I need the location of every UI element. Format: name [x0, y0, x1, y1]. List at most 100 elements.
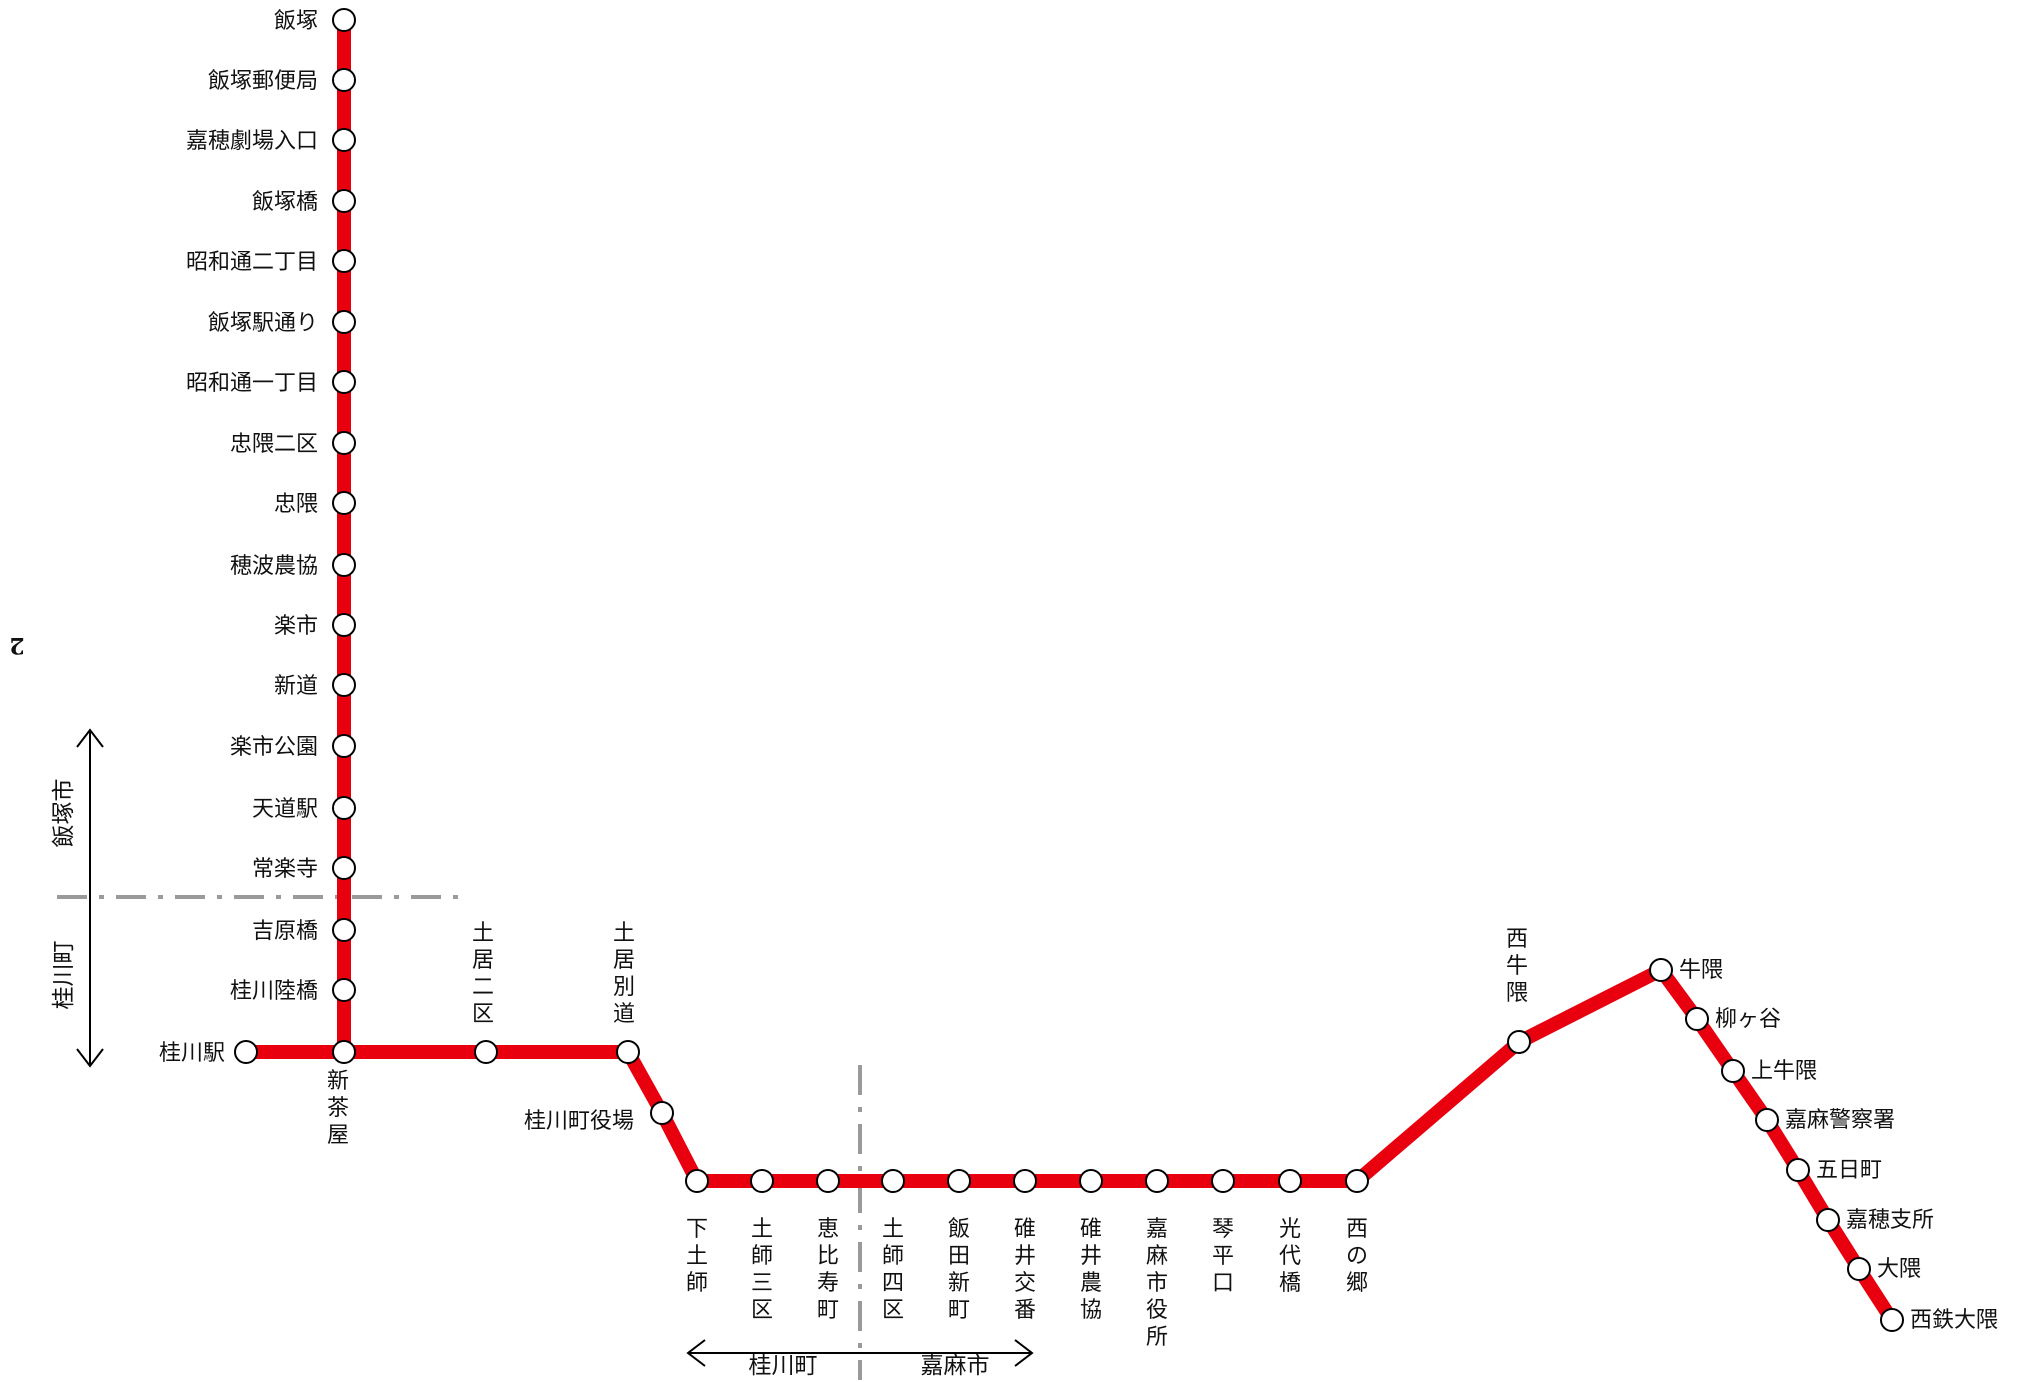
station-circle-icon: [332, 8, 356, 32]
area-label-keisen-horizontal: 桂川町: [749, 1353, 818, 1379]
area-label-iizuka: 飯塚市: [51, 779, 77, 848]
station-circle-icon: [1079, 1169, 1103, 1193]
station-mid: 桂川町役場: [524, 1101, 674, 1134]
station-label: 楽市公園: [230, 735, 318, 760]
station-circle-icon: [1685, 1007, 1709, 1031]
area-label-kama: 嘉麻市: [921, 1353, 990, 1379]
stations-east: 西牛隈 牛隈 柳ヶ谷 上牛隈 嘉麻警察署 五日町 嘉穂支所 大隈 西鉄大隈: [1506, 927, 1998, 1333]
arrowhead-left-icon: [686, 1339, 706, 1367]
station-label: 忠隈二区: [230, 432, 318, 457]
station-label: 吉原橋: [252, 919, 318, 944]
station-circle-icon: [685, 1169, 709, 1193]
route-line: [246, 20, 1899, 1327]
station-circle-icon: [332, 128, 356, 152]
station-label: 飯塚駅通り: [208, 311, 318, 336]
station-circle-icon: [332, 1040, 356, 1064]
station-label: 昭和通二丁目: [186, 250, 318, 275]
station-circle-icon: [332, 370, 356, 394]
station-label: 大隈: [1877, 1257, 1921, 1282]
boundary-lines: [57, 895, 862, 1380]
station-label: 上牛隈: [1751, 1059, 1817, 1084]
stations-upper: 土居二区 土居別道: [472, 921, 640, 1064]
station-circle-icon: [332, 734, 356, 758]
station-circle-icon: [474, 1040, 498, 1064]
station-circle-icon: [332, 491, 356, 515]
station-circle-icon: [947, 1169, 971, 1193]
station-spur-terminal: 桂川駅: [159, 1040, 258, 1066]
station-circle-icon: [332, 613, 356, 637]
arrowhead-right-icon: [1014, 1339, 1034, 1367]
station-label: 桂川駅: [159, 1041, 225, 1066]
station-label: 忠隈: [274, 492, 318, 517]
station-label: 嘉穂劇場入口: [186, 129, 318, 154]
station-circle-icon: [1786, 1158, 1810, 1182]
labels-north-branch: 飯塚 飯塚郵便局 嘉穂劇場入口 飯塚橋 昭和通二丁目 飯塚駅通り 昭和通一丁目 …: [186, 9, 318, 1004]
station-circle-icon: [1649, 958, 1673, 982]
station-label-vertical: 下土師: [686, 1217, 708, 1296]
station-circle-icon: [332, 68, 356, 92]
station-label: 飯塚: [274, 9, 318, 34]
station-label: 嘉穂支所: [1846, 1208, 1934, 1233]
stations-lower: 下土師 土師三区 恵比寿町 土師四区 飯田新町 碓井交番 碓井農協 嘉麻市役所 …: [685, 1169, 1369, 1350]
station-circle-icon: [881, 1169, 905, 1193]
station-circle-icon: [332, 189, 356, 213]
station-circle-icon: [1847, 1257, 1871, 1281]
station-label: 桂川陸橋: [230, 979, 318, 1004]
station-circle-icon: [332, 553, 356, 577]
station-circle-icon: [1345, 1169, 1369, 1193]
station-circle-icon: [1145, 1169, 1169, 1193]
station-circle-icon: [234, 1040, 258, 1064]
area-label-keisen-vertical: 桂川町: [51, 941, 77, 1010]
page-number: 2: [9, 632, 24, 658]
area-indicator-horizontal: 桂川町 嘉麻市: [686, 1339, 1034, 1379]
station-label: 楽市: [274, 614, 318, 639]
station-circle-icon: [332, 673, 356, 697]
station-circle-icon: [1880, 1308, 1904, 1332]
station-circle-icon: [332, 431, 356, 455]
station-circle-icon: [1211, 1169, 1235, 1193]
station-circle-icon: [332, 856, 356, 880]
station-label-vertical: 土居別道: [613, 921, 635, 1027]
area-indicator-vertical: 飯塚市 桂川町: [51, 728, 104, 1068]
station-circle-icon: [332, 249, 356, 273]
station-circle-icon: [1755, 1108, 1779, 1132]
station-label: 昭和通一丁目: [186, 371, 318, 396]
station-label: 飯塚郵便局: [208, 69, 318, 94]
station-label-vertical: 土師三区: [751, 1217, 773, 1323]
station-circle-icon: [616, 1040, 640, 1064]
station-circle-icon: [650, 1101, 674, 1125]
station-label-vertical: 西牛隈: [1506, 927, 1528, 1006]
station-label: 嘉麻警察署: [1785, 1108, 1895, 1133]
station-circle-icon: [1507, 1030, 1531, 1054]
station-label-vertical: 土居二区: [472, 921, 494, 1027]
station-circle-icon: [332, 918, 356, 942]
station-circle-icon: [1278, 1169, 1302, 1193]
station-circle-icon: [816, 1169, 840, 1193]
station-label-vertical: 光代橋: [1279, 1217, 1301, 1296]
station-label: 西鉄大隈: [1910, 1308, 1998, 1333]
station-circle-icon: [1721, 1059, 1745, 1083]
station-label-vertical: 恵比寿町: [817, 1217, 839, 1323]
station-label: 飯塚橋: [252, 190, 318, 215]
station-label-vertical: 土師四区: [882, 1217, 904, 1323]
station-label: 新道: [274, 674, 318, 699]
station-label: 五日町: [1816, 1158, 1882, 1183]
station-circle-icon: [332, 978, 356, 1002]
station-label-vertical: 碓井交番: [1014, 1217, 1036, 1323]
station-label-vertical: 碓井農協: [1080, 1217, 1102, 1323]
station-label-vertical: 琴平口: [1212, 1217, 1234, 1296]
station-circle-icon: [1013, 1169, 1037, 1193]
route-segment-main: [337, 963, 1899, 1327]
station-circle-icon: [750, 1169, 774, 1193]
station-label: 穂波農協: [230, 554, 318, 579]
station-junction: 新茶屋: [327, 1040, 356, 1148]
station-label-vertical: 飯田新町: [948, 1217, 970, 1323]
station-label: 天道駅: [252, 797, 318, 822]
stations-north-branch: [332, 8, 356, 1002]
station-label-vertical: 新茶屋: [327, 1069, 349, 1148]
station-circle-icon: [1816, 1208, 1840, 1232]
station-label: 柳ヶ谷: [1715, 1007, 1781, 1032]
arrowhead-down-icon: [76, 1048, 104, 1068]
station-label: 牛隈: [1679, 958, 1723, 983]
